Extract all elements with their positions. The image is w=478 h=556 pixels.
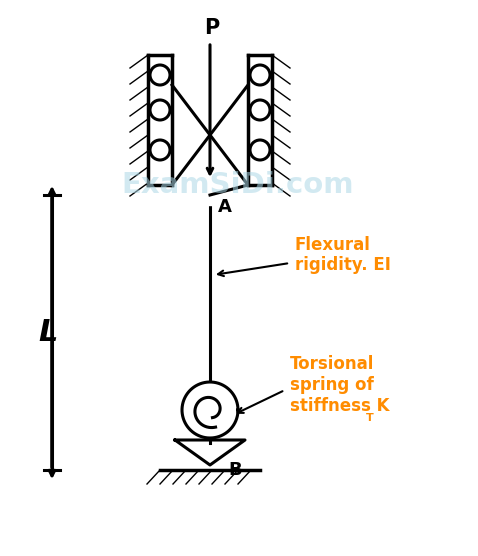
Text: P: P	[205, 18, 219, 38]
Text: B: B	[228, 461, 241, 479]
Circle shape	[250, 140, 270, 160]
Text: T: T	[366, 413, 374, 423]
Circle shape	[250, 65, 270, 85]
Text: A: A	[218, 198, 232, 216]
Polygon shape	[206, 185, 214, 205]
Text: ExamSiDi.com: ExamSiDi.com	[122, 171, 354, 199]
Text: L: L	[38, 318, 58, 347]
Circle shape	[150, 140, 170, 160]
Text: Flexural
rigidity. EI: Flexural rigidity. EI	[295, 236, 391, 275]
Circle shape	[150, 65, 170, 85]
Circle shape	[250, 100, 270, 120]
Text: Torsional
spring of
stiffness K: Torsional spring of stiffness K	[290, 355, 390, 415]
Circle shape	[150, 100, 170, 120]
